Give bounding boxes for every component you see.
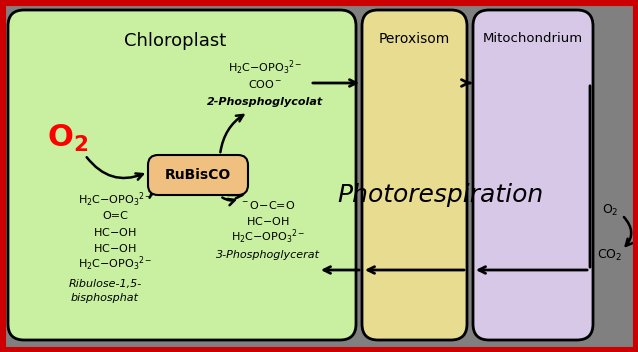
Text: RuBisCO: RuBisCO <box>165 168 231 182</box>
Text: Peroxisom: Peroxisom <box>378 32 450 46</box>
Text: O=C: O=C <box>102 211 128 221</box>
Text: Photorespiration: Photorespiration <box>337 183 543 207</box>
Text: O$_2$: O$_2$ <box>602 202 618 218</box>
Text: COO$^-$: COO$^-$ <box>248 78 282 90</box>
Text: HC$-$OH: HC$-$OH <box>93 226 137 238</box>
Text: Ribulose-1,5-: Ribulose-1,5- <box>68 279 142 289</box>
Text: H$_2$C$-$OPO$_3$$^{2-}$: H$_2$C$-$OPO$_3$$^{2-}$ <box>78 255 152 273</box>
FancyBboxPatch shape <box>148 155 248 195</box>
Text: HC$-$OH: HC$-$OH <box>246 215 290 227</box>
Text: $^-$O$-$C=O: $^-$O$-$C=O <box>241 199 295 211</box>
FancyBboxPatch shape <box>8 10 356 340</box>
Text: H$_2$C$-$OPO$_3$$^{2-}$: H$_2$C$-$OPO$_3$$^{2-}$ <box>231 228 306 246</box>
Text: Chloroplast: Chloroplast <box>124 32 226 50</box>
FancyBboxPatch shape <box>362 10 467 340</box>
Text: 2-Phosphoglycolat: 2-Phosphoglycolat <box>207 97 323 107</box>
Text: H$_2$C$-$OPO$_3$$^{2-}$: H$_2$C$-$OPO$_3$$^{2-}$ <box>228 59 302 77</box>
FancyBboxPatch shape <box>473 10 593 340</box>
Text: CO$_2$: CO$_2$ <box>597 247 623 263</box>
Text: bisphosphat: bisphosphat <box>71 293 139 303</box>
Text: H$_2$C$-$OPO$_3$$^{2-}$: H$_2$C$-$OPO$_3$$^{2-}$ <box>78 191 152 209</box>
Text: HC$-$OH: HC$-$OH <box>93 242 137 254</box>
Text: 3-Phosphoglycerat: 3-Phosphoglycerat <box>216 250 320 260</box>
Text: Mitochondrium: Mitochondrium <box>483 32 583 45</box>
Text: $\mathbf{O_2}$: $\mathbf{O_2}$ <box>47 122 89 153</box>
